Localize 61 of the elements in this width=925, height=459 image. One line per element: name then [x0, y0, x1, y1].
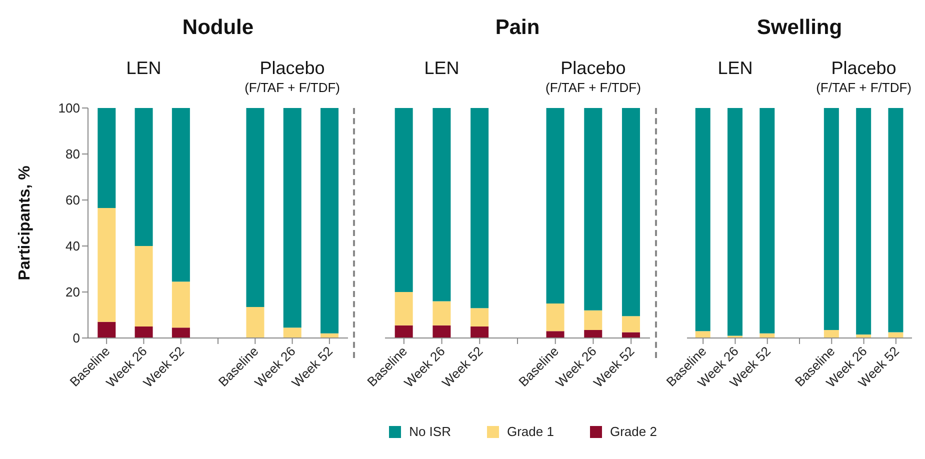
bar	[394, 108, 413, 292]
text: (F/TAF + F/TDF)	[244, 80, 341, 95]
bar	[622, 108, 640, 316]
y-tick-label: 40	[66, 238, 80, 254]
text: (F/TAF + F/TDF)	[544, 80, 642, 95]
chart-title: Pain	[494, 16, 541, 40]
bar	[824, 108, 839, 330]
text: Placebo	[830, 58, 898, 79]
bar	[470, 308, 489, 326]
y-tick-label: 0	[72, 330, 80, 346]
bar	[432, 108, 451, 302]
bar	[394, 325, 413, 338]
legend-label: Grade 2	[610, 424, 657, 439]
chart-title: Nodule	[181, 16, 255, 40]
text: LEN	[716, 58, 754, 79]
bar	[856, 108, 872, 335]
bar	[283, 108, 302, 328]
legend-label: Grade 1	[506, 424, 554, 439]
y-tick-label: 20	[66, 284, 80, 300]
bar	[546, 304, 564, 332]
bar	[246, 108, 264, 307]
bar	[246, 306, 264, 338]
y-tick-label: 80	[66, 146, 80, 162]
bar	[728, 108, 742, 336]
bar	[134, 246, 153, 326]
bar	[622, 316, 640, 332]
bar	[283, 328, 302, 338]
bar	[584, 310, 602, 330]
bar	[888, 108, 904, 332]
bar	[470, 108, 489, 308]
y-tick-label: 60	[66, 192, 80, 208]
bar	[172, 282, 190, 328]
chart-title: Swelling	[756, 16, 844, 40]
bar	[432, 301, 451, 326]
bar	[172, 108, 190, 282]
text: Placebo	[258, 58, 326, 79]
text: (F/TAF + F/TDF)	[815, 80, 912, 95]
bar	[584, 330, 602, 338]
bar	[98, 208, 116, 322]
bar	[760, 108, 775, 334]
bar	[320, 108, 339, 334]
bar	[394, 292, 413, 326]
bar	[172, 328, 190, 338]
bar	[432, 325, 451, 338]
bar	[695, 108, 710, 332]
bar	[546, 108, 564, 304]
text: LEN	[125, 58, 162, 79]
bar	[546, 331, 564, 338]
bar	[584, 108, 602, 310]
bar	[134, 108, 153, 246]
bar	[824, 330, 839, 338]
legend-label: No ISR	[409, 424, 451, 439]
text: LEN	[423, 58, 460, 79]
y-axis-title: Participants, %	[16, 166, 34, 280]
bar	[470, 326, 489, 338]
bar	[98, 322, 116, 338]
y-tick-label: 100	[58, 100, 80, 116]
bar	[134, 326, 153, 338]
bar	[695, 331, 710, 338]
bar	[98, 108, 116, 208]
text: Placebo	[560, 58, 627, 79]
